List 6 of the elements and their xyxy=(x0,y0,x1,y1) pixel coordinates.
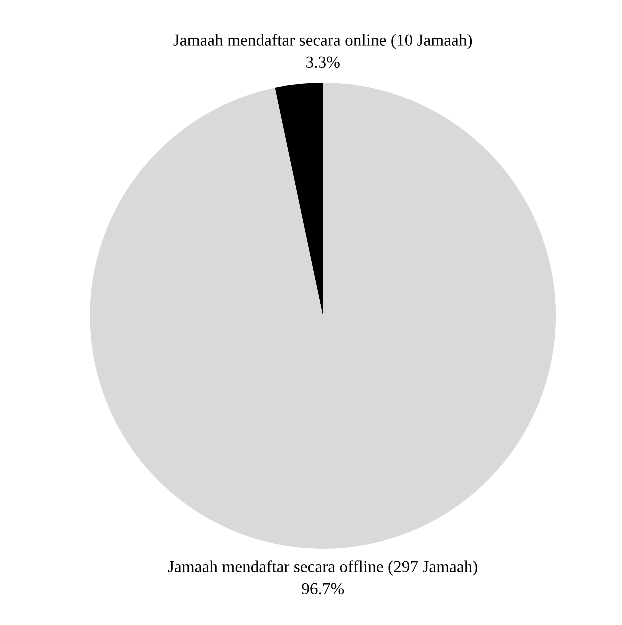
data-label: 3.3% xyxy=(306,56,340,68)
slice-label: Jamaah mendaftar secara offline (297 Jamaah) xyxy=(168,560,478,576)
pie-slice xyxy=(90,83,556,549)
data-label: 96.7% xyxy=(302,583,344,595)
slice-label: Jamaah mendaftar secara online (10 Jamaah) xyxy=(174,34,472,50)
pie-slice xyxy=(275,83,324,316)
